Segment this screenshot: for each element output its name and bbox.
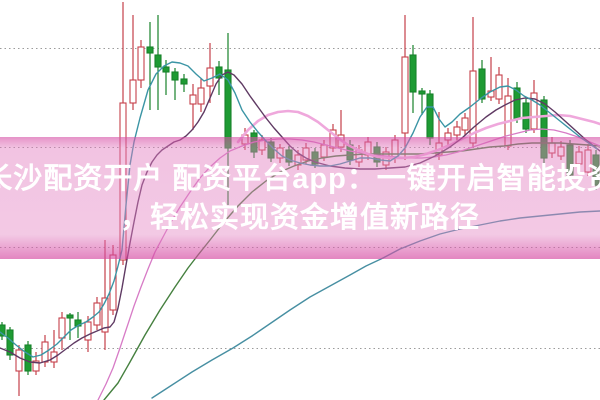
headline-overlay xyxy=(0,137,600,259)
